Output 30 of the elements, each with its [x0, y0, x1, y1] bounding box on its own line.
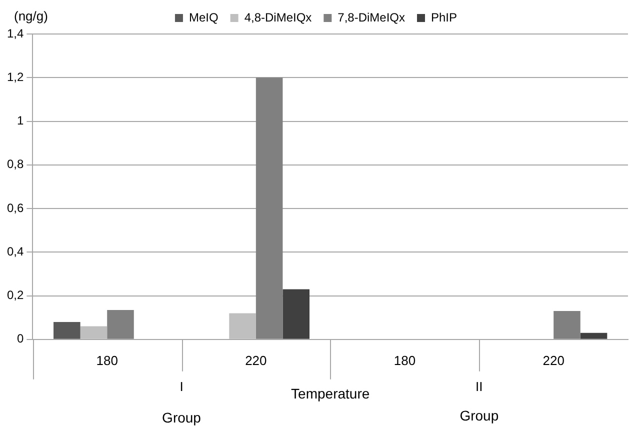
legend-label: 7,8-DiMeIQx [338, 10, 406, 24]
bar [256, 78, 283, 339]
legend-label: 4,8-DiMeIQx [244, 10, 312, 24]
x-tick-label: 220 [542, 352, 564, 368]
legend-label: PhIP [431, 10, 458, 24]
y-tick-label: 0,4 [6, 244, 24, 258]
text: Group [460, 407, 499, 424]
text: I [180, 378, 184, 394]
text: Group [162, 409, 202, 426]
y-tick-label: 0,6 [6, 200, 24, 215]
y-tick-label: 1,2 [6, 70, 24, 84]
y-tick-label: 0,8 [6, 157, 24, 172]
bar [80, 326, 108, 339]
bar [554, 311, 580, 339]
x-tick-label: 180 [394, 352, 416, 368]
x-tick-label: 180 [96, 352, 118, 368]
y-axis-title: (ng/g) [14, 8, 48, 24]
y-tick-label: 1 [16, 114, 24, 128]
bar [54, 322, 80, 339]
y-tick-label: 0,2 [6, 288, 24, 302]
bar [580, 332, 608, 339]
x-axis-title: Temperature [291, 385, 370, 402]
y-tick-label: 0 [16, 332, 24, 346]
x-tick-label: 220 [245, 352, 267, 368]
y-tick-label: 1,4 [6, 26, 24, 40]
bar [107, 310, 134, 339]
bar [282, 289, 310, 339]
legend-label: MeIQ [188, 10, 218, 24]
text: II [476, 378, 483, 394]
bar [229, 313, 256, 339]
